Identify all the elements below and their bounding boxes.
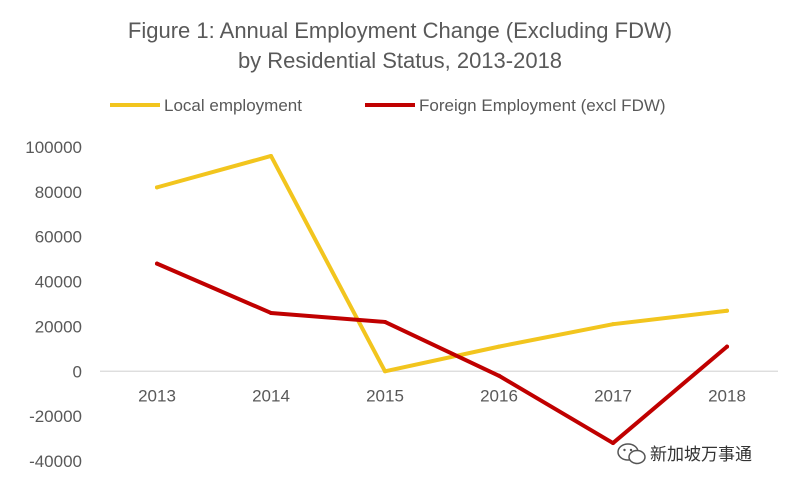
series-line-1 [155,261,729,446]
series-1-point [383,319,387,324]
y-tick-label: -40000 [29,452,82,471]
series-0-point [155,185,159,190]
x-tick-label: 2014 [252,386,290,405]
y-tick-label: 40000 [35,273,82,292]
series-1-point [155,261,159,266]
y-tick-label: 0 [73,362,82,381]
y-axis: 100000 80000 60000 40000 20000 0 -20000 -40000 [25,138,82,471]
wechat-icon [617,443,646,465]
y-tick-label: 80000 [35,183,82,202]
series-1-point [269,310,273,315]
series-1-point [497,373,501,378]
x-tick-label: 2015 [366,386,404,405]
series-1-point [725,344,729,349]
chart-title: Figure 1: Annual Employment Change (Excl… [128,18,672,73]
series-0-point [383,369,387,374]
series-0-point [269,153,273,158]
y-tick-label: 20000 [35,317,82,336]
series-0-point [497,344,501,349]
x-tick-label: 2013 [138,386,176,405]
series-1-point [611,441,615,446]
x-tick-label: 2016 [480,386,518,405]
y-tick-label: -20000 [29,407,82,426]
x-tick-label: 2018 [708,386,746,405]
chart-title-line-2: by Residential Status, 2013-2018 [238,48,562,73]
series-line-0 [155,153,729,374]
watermark-text: 新加坡万事通 [650,445,752,464]
y-tick-label: 100000 [25,138,82,157]
y-tick-label: 60000 [35,228,82,247]
legend-label-0: Local employment [164,96,302,115]
x-tick-label: 2017 [594,386,632,405]
legend: Local employment Foreign Employment (excl… [110,96,666,115]
chart-title-line-1: Figure 1: Annual Employment Change (Excl… [128,18,672,43]
legend-label-1: Foreign Employment (excl FDW) [419,96,666,115]
series-lines [155,153,729,446]
series-0-point [611,322,615,327]
series-0-point [725,308,729,313]
watermark: 新加坡万事通 [617,443,752,465]
x-axis: 2013 2014 2015 2016 2017 2018 [100,370,778,405]
